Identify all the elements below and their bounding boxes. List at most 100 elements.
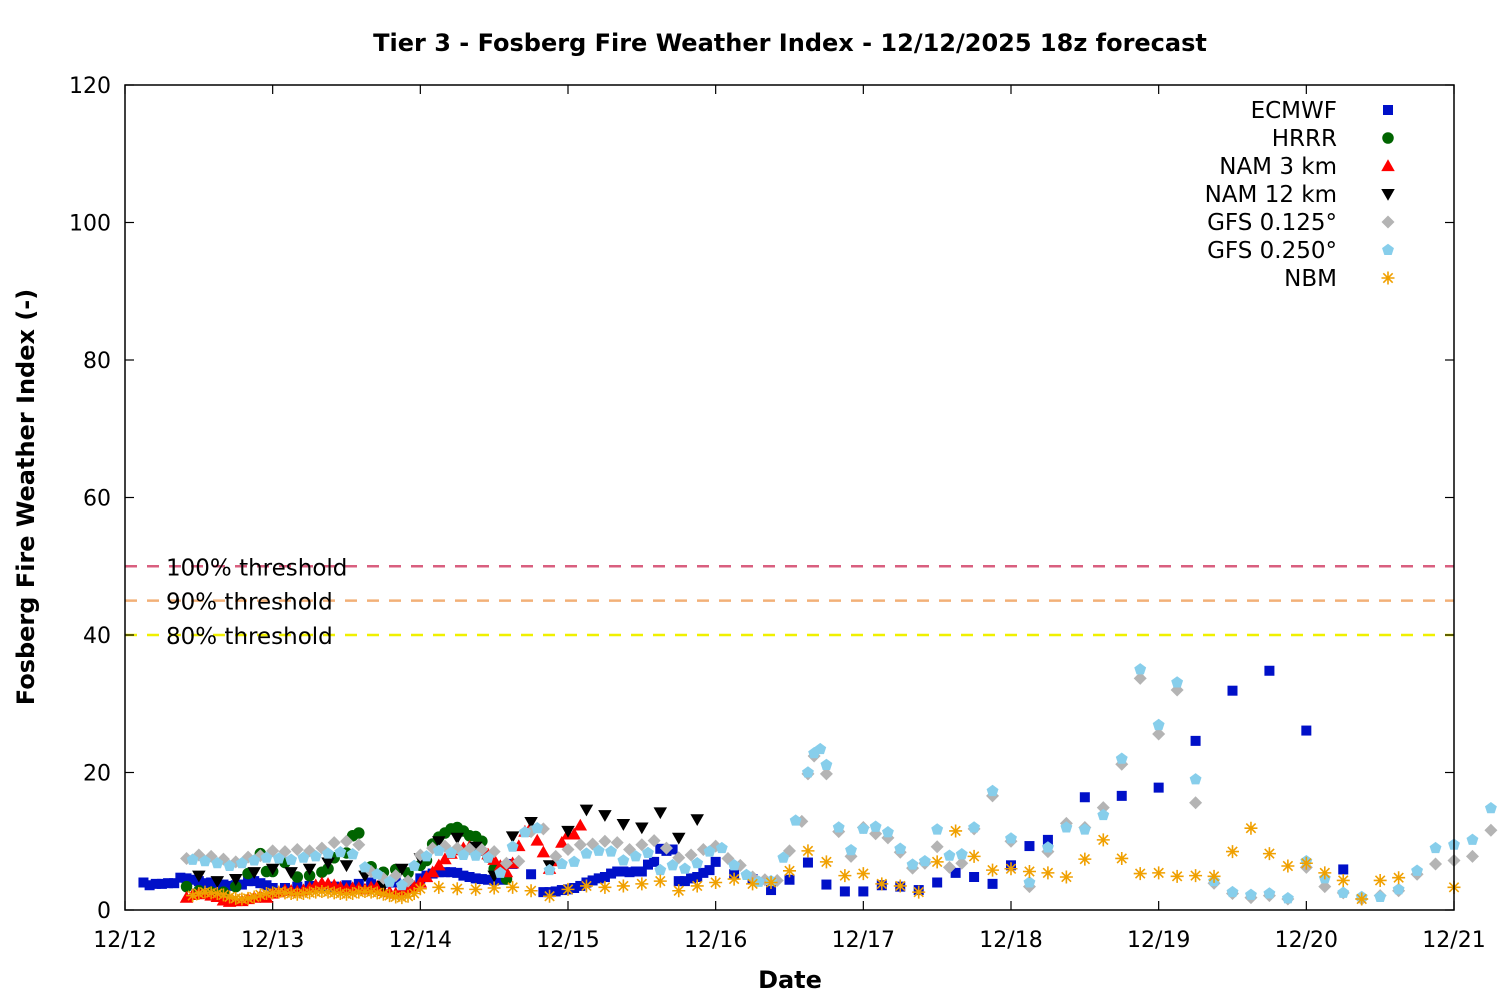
data-point xyxy=(493,859,508,872)
data-point xyxy=(1281,892,1294,904)
data-point xyxy=(1134,663,1147,675)
data-point xyxy=(832,821,845,833)
data-point xyxy=(856,867,870,881)
data-point xyxy=(530,833,544,846)
x-tick-label: 12/14 xyxy=(389,928,452,953)
data-point xyxy=(931,823,944,835)
data-point xyxy=(383,889,397,903)
legend-label: GFS 0.125° xyxy=(1207,210,1337,236)
data-point xyxy=(1392,871,1406,885)
data-point xyxy=(408,859,421,872)
data-point xyxy=(169,878,180,889)
data-point xyxy=(1152,718,1165,731)
y-tick-label: 100 xyxy=(69,212,111,237)
data-point xyxy=(1133,671,1147,685)
data-point xyxy=(618,866,629,877)
data-point xyxy=(229,874,243,886)
data-point xyxy=(839,886,850,897)
data-point xyxy=(579,804,594,817)
data-point xyxy=(340,834,353,848)
data-point xyxy=(1079,792,1090,803)
data-point xyxy=(802,857,813,868)
data-point xyxy=(285,853,298,865)
legend-label: NAM 12 km xyxy=(1205,182,1337,208)
data-point xyxy=(942,860,956,874)
data-point xyxy=(138,877,149,888)
data-point xyxy=(1022,865,1036,878)
data-point xyxy=(764,876,778,889)
data-point xyxy=(857,822,870,834)
data-point xyxy=(506,880,520,894)
x-tick-label: 12/18 xyxy=(979,928,1042,953)
data-points xyxy=(138,663,1498,907)
data-point xyxy=(383,875,396,887)
data-point xyxy=(549,849,563,863)
data-point xyxy=(322,847,334,859)
legend-marker xyxy=(1382,243,1394,256)
data-point xyxy=(526,869,537,880)
data-point xyxy=(875,877,889,891)
data-point xyxy=(192,887,206,900)
data-point xyxy=(1338,864,1349,875)
data-point xyxy=(1115,752,1128,764)
data-point xyxy=(1189,773,1202,785)
data-point xyxy=(445,846,458,858)
data-point xyxy=(1337,886,1350,898)
data-point xyxy=(483,874,494,885)
data-point xyxy=(425,865,440,878)
data-point xyxy=(642,859,653,870)
data-point xyxy=(1226,885,1239,898)
data-point xyxy=(144,880,155,891)
data-point xyxy=(499,856,513,870)
data-point xyxy=(555,835,569,848)
data-point xyxy=(893,879,907,893)
data-point xyxy=(653,874,667,888)
data-point xyxy=(598,810,612,822)
data-point xyxy=(783,864,796,878)
data-point xyxy=(253,888,267,902)
data-point xyxy=(691,857,704,869)
data-point xyxy=(512,854,526,868)
data-point xyxy=(654,863,667,876)
data-point xyxy=(395,879,408,891)
data-point xyxy=(746,877,760,891)
data-point xyxy=(1429,841,1442,854)
data-point xyxy=(1373,873,1387,887)
data-point xyxy=(949,824,963,838)
data-point xyxy=(1096,801,1110,815)
data-point xyxy=(413,882,427,896)
data-point xyxy=(567,827,581,840)
data-point xyxy=(969,872,980,882)
data-point xyxy=(359,861,371,873)
data-point xyxy=(236,879,247,890)
data-point xyxy=(599,872,610,882)
data-point xyxy=(1004,862,1018,876)
data-point xyxy=(587,875,598,886)
data-point xyxy=(224,880,235,891)
data-point xyxy=(573,818,588,831)
data-point xyxy=(580,847,593,859)
data-point xyxy=(352,838,366,852)
data-point xyxy=(906,858,919,870)
legend-marker xyxy=(1381,188,1395,201)
data-point xyxy=(1429,857,1443,871)
data-point xyxy=(261,880,272,891)
data-point xyxy=(655,843,666,854)
data-point xyxy=(672,851,686,865)
data-point xyxy=(987,878,998,889)
data-point xyxy=(593,873,604,884)
data-point xyxy=(432,880,446,894)
data-point xyxy=(727,872,741,886)
y-tick-label: 120 xyxy=(69,74,111,99)
data-point xyxy=(211,857,224,869)
data-point xyxy=(636,866,647,877)
data-point xyxy=(1262,847,1276,861)
data-point xyxy=(612,866,623,877)
data-point xyxy=(672,832,686,845)
data-point xyxy=(401,889,415,903)
threshold-label: 80% threshold xyxy=(166,624,333,650)
data-point xyxy=(930,840,944,854)
data-point xyxy=(432,858,446,871)
